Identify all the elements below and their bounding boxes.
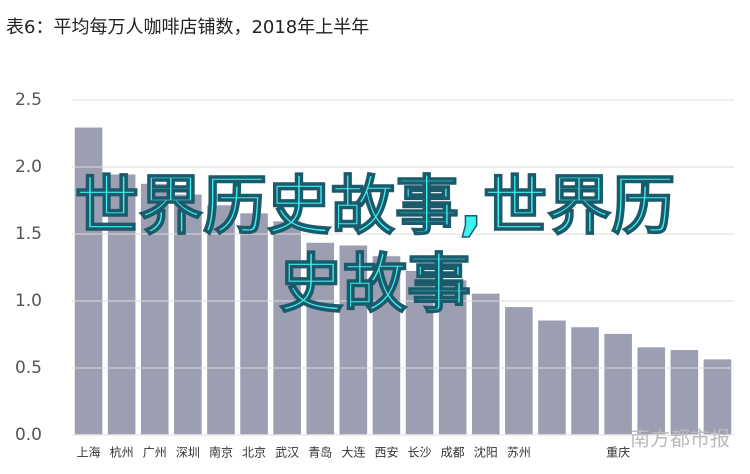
x-tick-label: 大连 — [341, 445, 365, 460]
bar — [569, 325, 601, 436]
x-tick-label: 苏州 — [507, 446, 531, 460]
bar — [437, 278, 468, 436]
x-tick-label: 北京 — [242, 446, 266, 460]
y-tick-label: 1.0 — [15, 291, 42, 311]
x-tick-label: 青岛 — [308, 445, 332, 460]
x-tick-label: 成都 — [441, 446, 465, 460]
bar — [404, 269, 435, 436]
bar — [139, 182, 171, 436]
x-tick-label: 长沙 — [408, 446, 432, 460]
bar — [702, 357, 733, 436]
bar — [669, 348, 700, 436]
bar — [238, 211, 270, 436]
y-tick-label: 0.0 — [15, 425, 42, 445]
x-tick-label: 沈阳 — [474, 445, 498, 460]
y-tick-label: 2.5 — [15, 90, 42, 110]
bar — [536, 319, 568, 436]
bar — [470, 292, 502, 436]
overlay-text: 世界历史故事,世界历史故事 — [74, 169, 676, 323]
y-tick-label: 2.0 — [15, 157, 42, 177]
x-tick-label: 广州 — [143, 446, 167, 460]
bar — [635, 345, 667, 436]
x-tick-label: 杭州 — [110, 445, 134, 460]
x-tick-label: 南京 — [209, 445, 233, 460]
x-tick-label: 重庆 — [606, 446, 630, 460]
x-tick-label: 武汉 — [275, 446, 299, 460]
x-tick-label: 深圳 — [176, 446, 200, 460]
bar — [503, 305, 535, 436]
bar — [271, 219, 303, 436]
bar — [205, 203, 237, 436]
y-tick-label: 1.5 — [15, 224, 42, 244]
x-tick-label: 上海 — [77, 445, 101, 460]
bar — [602, 332, 634, 436]
watermark: 南方都市报 — [630, 427, 730, 451]
chart-title: 表6：平均每万人咖啡店铺数，2018年上半年 — [6, 17, 369, 38]
y-tick-label: 0.5 — [15, 358, 42, 378]
bar — [371, 254, 402, 436]
bar — [73, 126, 104, 436]
bar — [106, 172, 137, 436]
bar — [338, 243, 369, 436]
x-tick-label: 西安 — [374, 445, 398, 460]
